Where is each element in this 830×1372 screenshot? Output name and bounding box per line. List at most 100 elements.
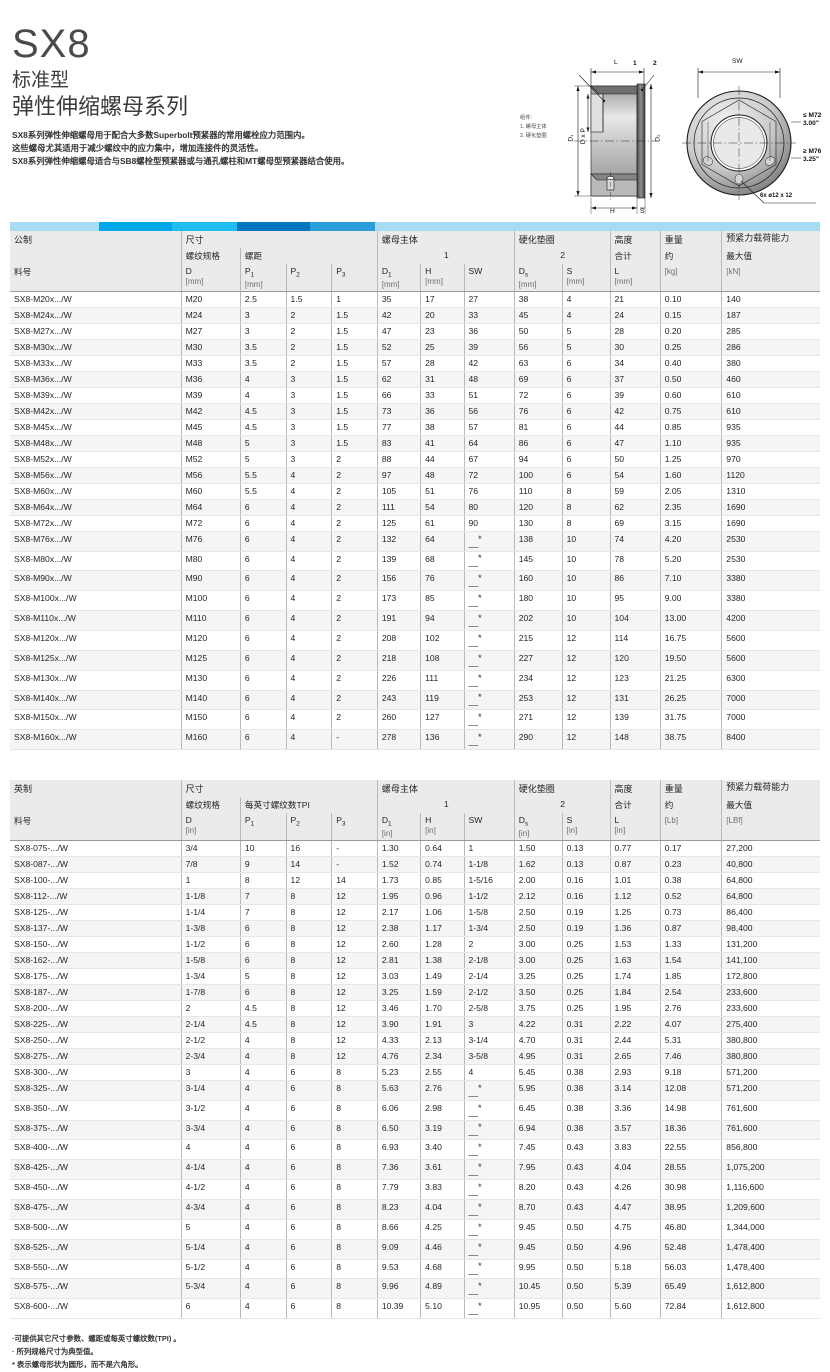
imperial-cell: 0.38 xyxy=(561,1120,611,1141)
imperial-part-number: SX8-375-.../W xyxy=(10,1120,182,1141)
imperial-cell: 0.52 xyxy=(659,888,722,905)
metric-cell: M120 xyxy=(180,630,241,651)
imperial-cell: 1.01 xyxy=(609,872,661,889)
imperial-part-number: SX8-087-.../W xyxy=(10,856,182,873)
imperial-cell: 10 xyxy=(239,840,287,857)
metric-cell: 286 xyxy=(721,339,820,356)
table-row: SX8-275-.../W 2-3/4 4 8 12 4.76 2.34 3-5/8 4.95 0… xyxy=(10,1048,820,1065)
metric-cell: 74 xyxy=(609,531,661,552)
metric-cell: 100 xyxy=(513,467,563,484)
imperial-cell: 3.00 xyxy=(513,952,563,969)
metric-cell: 4 xyxy=(285,570,332,592)
metric-cell: 148 xyxy=(609,729,661,751)
imperial-part-number: SX8-450-.../W xyxy=(10,1179,182,1201)
drawing-callout-2: 2 xyxy=(653,60,657,67)
imperial-cell: 8 xyxy=(331,1159,378,1181)
metric-cell: 47 xyxy=(609,435,661,452)
imperial-cell: 1,612,800 xyxy=(721,1298,820,1320)
imperial-group-nut-body: 螺母主体 xyxy=(376,780,515,798)
imperial-cell: 52.48 xyxy=(659,1239,722,1260)
metric-cell: 0.60 xyxy=(659,387,722,404)
metric-part-number: SX8-M160x.../W xyxy=(10,729,182,751)
metric-cell: 4 xyxy=(285,729,332,751)
page-header: SX8 标准型 弹性伸缩螺母系列 SX8系列弹性伸缩螺母用于配合大多数Super… xyxy=(10,24,821,220)
imperial-cell: 4-3/4 xyxy=(180,1199,241,1220)
imperial-cell: 0.38 xyxy=(659,872,722,889)
metric-cell: 69 xyxy=(609,515,661,532)
imperial-cell: 3-1/4 xyxy=(463,1032,515,1049)
metric-part-number: SX8-M72x.../W xyxy=(10,515,182,532)
drawing-legend-item-2: 2. 硬化垫圈 xyxy=(520,133,547,140)
imperial-cell: 8.70 xyxy=(513,1199,563,1220)
imperial-group-weight: 重量 xyxy=(659,780,722,798)
imperial-cell: 1,478,400 xyxy=(721,1239,820,1260)
imperial-cell: 12 xyxy=(285,872,332,889)
drawing-dim-S: S xyxy=(640,208,645,215)
table-row: SX8-M27x.../W M27 3 2 1.5 47 23 36 50 5 28 0.20 285 xyxy=(10,323,820,340)
imperial-cell: 8 xyxy=(285,888,332,905)
table-row: SX8-187-.../W 1-7/8 6 8 12 3.25 1.59 2-1/2 3.50 0… xyxy=(10,984,820,1001)
metric-part-number: SX8-M76x.../W xyxy=(10,531,182,552)
metric-cell: 2 xyxy=(331,630,378,651)
imperial-cell: 8 xyxy=(239,872,287,889)
imperial-cell: 8 xyxy=(331,1120,378,1141)
imperial-cell: __* xyxy=(463,1199,515,1220)
imperial-cell: 0.25 xyxy=(561,1000,611,1017)
metric-cell: 63 xyxy=(513,355,563,372)
metric-cell: 460 xyxy=(721,371,820,388)
color-bar-segment-3 xyxy=(172,222,237,231)
metric-cell: 111 xyxy=(376,499,421,516)
drawing-svg xyxy=(574,68,816,214)
table-row: SX8-M100x.../W M100 6 4 2 173 85 __* 180 10 95 9.00… xyxy=(10,590,820,612)
metric-cell: 6 xyxy=(239,531,287,552)
metric-cell: M42 xyxy=(180,403,241,420)
metric-cell: M80 xyxy=(180,551,241,572)
imperial-cell: 12.08 xyxy=(659,1080,722,1101)
metric-cell: 94 xyxy=(513,451,563,468)
imperial-cell: 8 xyxy=(285,936,332,953)
metric-cell: 2 xyxy=(331,670,378,691)
imperial-cell: 2.76 xyxy=(420,1080,464,1101)
imperial-part-number: SX8-112-.../W xyxy=(10,888,182,905)
imperial-cell: 571,200 xyxy=(721,1080,820,1101)
imperial-cell: 28.55 xyxy=(659,1159,722,1181)
metric-cell: 51 xyxy=(463,387,515,404)
metric-cell: 62 xyxy=(376,371,421,388)
table-row: SX8-M64x.../W M64 6 4 2 111 54 80 120 8 62 2.35 1690 xyxy=(10,499,820,516)
metric-cell: 4 xyxy=(285,551,332,572)
imperial-cell: 1.95 xyxy=(609,1000,661,1017)
imperial-cell: 8 xyxy=(331,1219,378,1240)
metric-cell: 16.75 xyxy=(659,630,722,651)
imperial-cell: 0.31 xyxy=(561,1032,611,1049)
imperial-cell: 0.19 xyxy=(561,904,611,921)
metric-cell: __* xyxy=(463,709,515,731)
imperial-cell: __* xyxy=(463,1139,515,1161)
imperial-cell: 0.85 xyxy=(420,872,464,889)
imperial-cell: 275,400 xyxy=(721,1016,820,1033)
imperial-header-row-symbols: 料号 D [in] P1 P2 P3 D1 [in] H [in] SW Ds [in] S [i… xyxy=(10,813,820,841)
imperial-cell: 0.25 xyxy=(561,984,611,1001)
metric-cell: M48 xyxy=(180,435,241,452)
metric-table-body: SX8-M20x.../W M20 2.5 1.5 1 35 17 27 38 4 21 0.10 14… xyxy=(10,291,820,751)
imperial-part-number: SX8-187-.../W xyxy=(10,984,182,1001)
imperial-cell: 7/8 xyxy=(180,856,241,873)
drawing-note-ge-inch: 3.25" xyxy=(803,156,819,163)
imperial-cell: 1-5/16 xyxy=(463,872,515,889)
imperial-cell: 0.17 xyxy=(659,840,722,857)
imperial-cell: 1 xyxy=(463,840,515,857)
imperial-cell: 6 xyxy=(285,1120,332,1141)
metric-cell: M64 xyxy=(180,499,241,516)
metric-cell: __* xyxy=(463,531,515,552)
metric-cell: 3.15 xyxy=(659,515,722,532)
metric-cell: 5.5 xyxy=(239,467,287,484)
imperial-part-number: SX8-300-.../W xyxy=(10,1064,182,1081)
imperial-cell: 12 xyxy=(331,936,378,953)
imperial-cell: 6.06 xyxy=(376,1100,421,1121)
metric-cell: 110 xyxy=(513,483,563,500)
imperial-cell: 10.39 xyxy=(376,1298,421,1320)
metric-cell: 21.25 xyxy=(659,670,722,691)
metric-header-row-groups: 公制 尺寸 螺母主体 硬化垫圈 高度 重量 预紧力载荷能力 xyxy=(10,231,820,248)
imperial-cell: 1-5/8 xyxy=(180,952,241,969)
imperial-cell: 0.38 xyxy=(561,1080,611,1101)
color-bar-segment-4 xyxy=(236,222,310,231)
